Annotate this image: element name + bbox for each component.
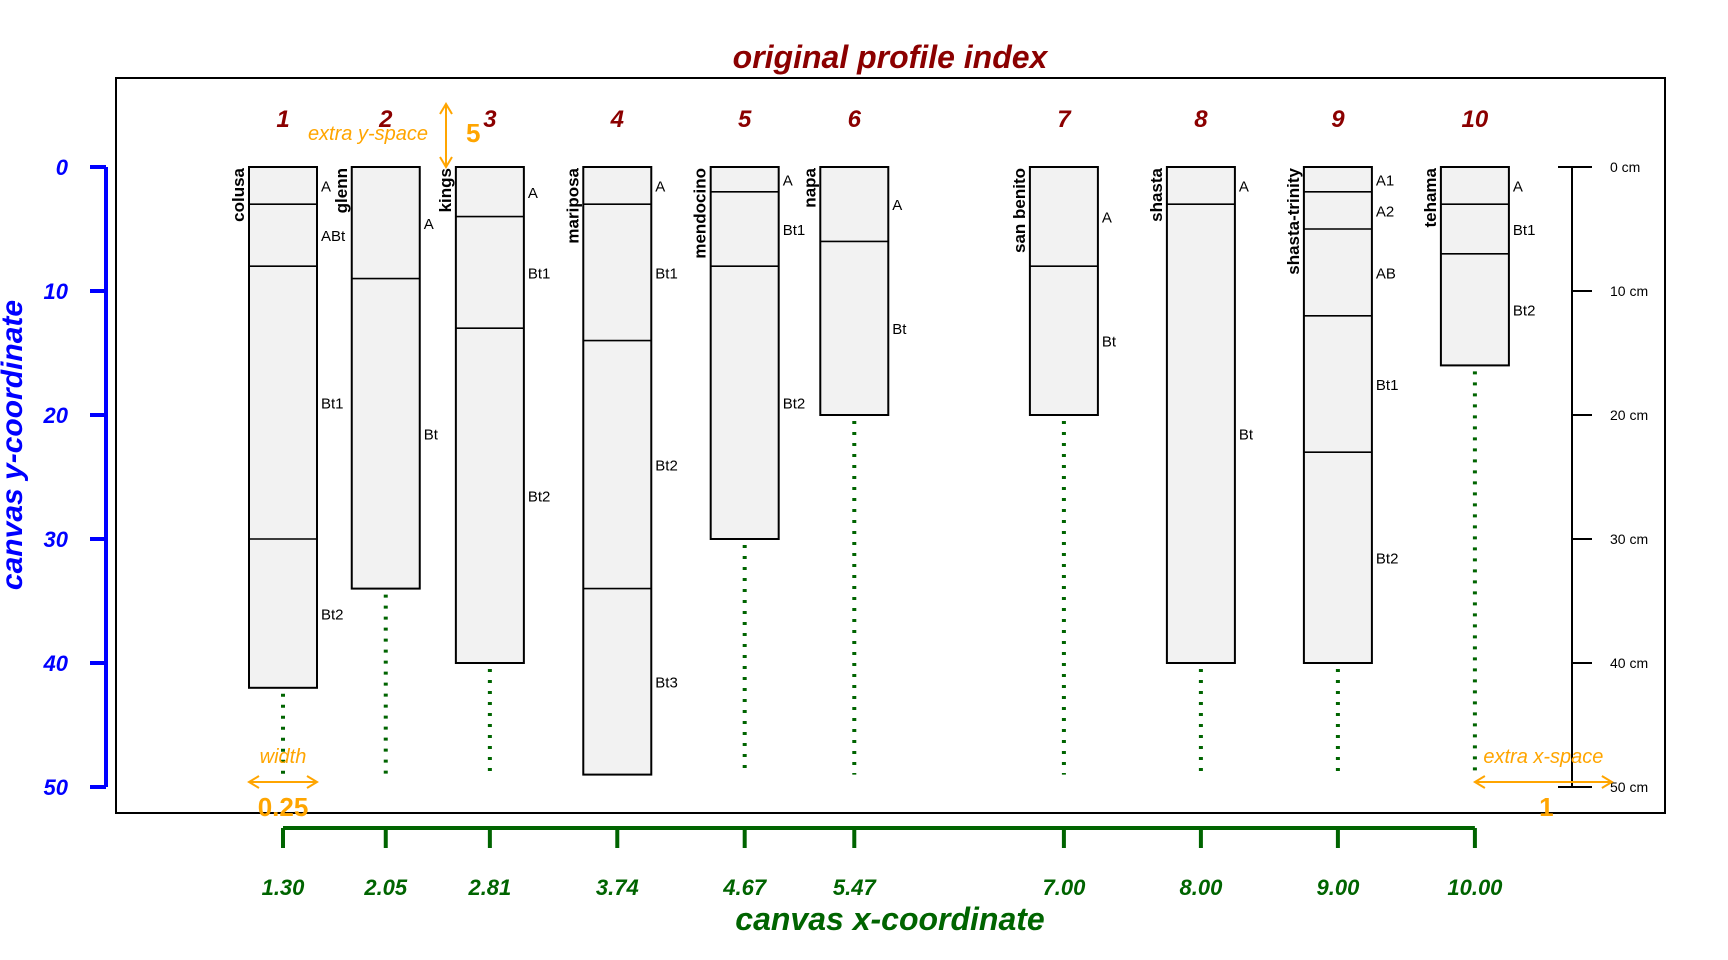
y-tick-label: 40	[43, 651, 69, 676]
profile-name-label: glenn	[332, 168, 351, 213]
profile-box	[1302, 166, 1373, 664]
profile-box	[1028, 166, 1099, 416]
horizon-label: Bt	[892, 321, 907, 338]
profile-name-label: shasta	[1147, 167, 1166, 221]
extra-x-arrow-head	[1601, 775, 1614, 789]
profile-index-label: 10	[1462, 106, 1489, 133]
depth-tick-label: 0 cm	[1610, 159, 1640, 175]
y-axis-label: canvas y-coordinate	[0, 300, 29, 590]
depth-tick-label: 50 cm	[1610, 779, 1648, 795]
y-tick-label: 50	[44, 775, 69, 800]
x-tick-label: 4.67	[722, 875, 768, 900]
profile-box	[454, 166, 525, 664]
x-tick-label: 2.05	[363, 875, 408, 900]
horizon-label: Bt	[424, 427, 439, 444]
horizon-label: A2	[1376, 203, 1394, 220]
horizon-label: A	[1239, 179, 1249, 196]
profile-box	[709, 166, 780, 540]
horizon-label: Bt1	[528, 265, 551, 282]
profile-name-label: napa	[800, 167, 819, 207]
horizon-label: Bt2	[655, 458, 678, 475]
extra-y-annotation-label: extra y-space	[308, 123, 428, 145]
y-tick-label: 20	[43, 403, 69, 428]
y-tick-label: 30	[44, 527, 69, 552]
profile-name-label: mendocino	[691, 168, 710, 259]
horizon-label: Bt	[1239, 427, 1254, 444]
profile-box	[350, 166, 421, 590]
profile-box	[1439, 166, 1510, 367]
chart-title: original profile index	[733, 39, 1049, 75]
horizon-label: A	[528, 185, 538, 202]
horizon-label: Bt1	[783, 222, 806, 239]
profile-name-label: colusa	[229, 167, 248, 221]
profile-name-label: kings	[436, 168, 455, 212]
horizon-label: A	[1513, 179, 1523, 196]
x-tick-label: 3.74	[596, 875, 639, 900]
horizon-label: A	[424, 216, 434, 233]
horizon-label: A	[321, 179, 331, 196]
depth-tick-label: 40 cm	[1610, 655, 1648, 671]
horizon-label: Bt3	[655, 675, 678, 692]
profile-index-label: 3	[483, 106, 497, 133]
horizon-label: Bt2	[1376, 551, 1399, 568]
x-tick-label: 9.00	[1316, 875, 1360, 900]
horizon-label: Bt1	[321, 396, 344, 413]
width-arrow-head	[247, 775, 260, 789]
profile-name-label: mariposa	[563, 167, 582, 243]
profile-index-label: 2	[378, 106, 393, 133]
x-tick-label: 10.00	[1447, 875, 1503, 900]
profile-index-label: 1	[276, 106, 289, 133]
horizon-label: Bt1	[655, 265, 678, 282]
x-tick-label: 2.81	[467, 875, 511, 900]
horizon-label: Bt2	[1513, 303, 1536, 320]
depth-tick-label: 30 cm	[1610, 531, 1648, 547]
extra-x-annotation-value: 1	[1539, 792, 1553, 822]
horizon-label: A	[892, 197, 902, 214]
horizon-label: Bt2	[321, 606, 344, 623]
profile-box	[1165, 166, 1236, 664]
plot-frame	[115, 77, 1666, 814]
width-annotation-label: width	[260, 746, 307, 768]
extra-y-arrow-head	[439, 156, 453, 169]
horizon-label: A	[783, 172, 793, 189]
profile-box	[248, 166, 318, 689]
profile-box	[582, 166, 653, 776]
horizon-label: Bt1	[1513, 222, 1536, 239]
profile-name-label: tehama	[1421, 167, 1440, 227]
extra-x-arrow-head	[1472, 775, 1486, 789]
horizon-label: A	[1102, 210, 1112, 227]
x-axis-label: canvas x-coordinate	[735, 901, 1044, 937]
horizon-label: A1	[1376, 172, 1394, 189]
depth-tick-label: 20 cm	[1610, 407, 1648, 423]
profile-name-label: shasta-trinity	[1284, 167, 1303, 274]
profile-box	[819, 166, 890, 416]
profile-index-label: 6	[848, 106, 862, 133]
x-tick-label: 5.47	[833, 875, 878, 900]
horizon-label: Bt2	[528, 489, 551, 506]
horizon-label: Bt1	[1376, 377, 1399, 394]
profile-index-label: 9	[1331, 106, 1345, 133]
horizon-label: Bt2	[783, 396, 806, 413]
horizon-label: A	[655, 179, 665, 196]
profile-name-label: san benito	[1010, 168, 1029, 253]
profile-index-label: 4	[610, 106, 624, 133]
x-tick-label: 7.00	[1042, 875, 1086, 900]
y-tick-label: 0	[56, 155, 69, 180]
width-arrow-head	[306, 775, 319, 789]
y-tick-label: 10	[44, 279, 69, 304]
depth-tick-label: 10 cm	[1610, 283, 1648, 299]
width-annotation-value: 0.25	[258, 792, 309, 822]
horizon-label: Bt	[1102, 334, 1117, 351]
extra-y-arrow-head	[439, 102, 453, 115]
profile-index-label: 8	[1194, 106, 1208, 133]
x-tick-label: 1.30	[262, 875, 306, 900]
profile-index-label: 5	[738, 106, 752, 133]
profile-index-label: 7	[1057, 106, 1072, 133]
x-tick-label: 8.00	[1179, 875, 1223, 900]
horizon-label: ABt	[321, 228, 346, 245]
horizon-label: AB	[1376, 265, 1396, 282]
extra-y-annotation-value: 5	[466, 118, 480, 148]
extra-x-annotation-label: extra x-space	[1483, 746, 1603, 768]
